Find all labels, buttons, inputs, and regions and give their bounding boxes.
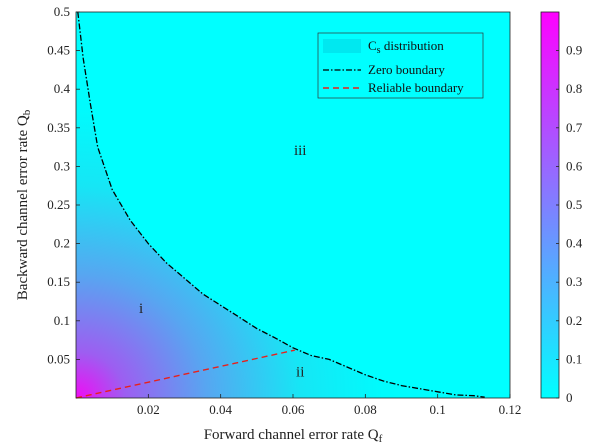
colorbar-tick-label: 0.3 — [566, 274, 582, 289]
x-tick-label: 0.06 — [282, 402, 305, 417]
legend: Cs distribution Zero boundary Reliable b… — [317, 32, 484, 99]
colorbar-tick-label: 0.9 — [566, 43, 582, 58]
y-tick-label: 0.2 — [54, 236, 70, 251]
y-tick-label: 0.25 — [47, 197, 70, 212]
region-label: i — [139, 301, 143, 317]
x-tick-label: 0.08 — [354, 402, 377, 417]
region-label: ii — [296, 364, 304, 380]
y-axis-label: Backward channel error rate Qb — [15, 109, 33, 300]
reliable-boundary-line — [75, 349, 295, 399]
x-tick-label: 0.1 — [430, 402, 446, 417]
y-tick-label: 0.3 — [54, 158, 70, 173]
legend-label-cs: Cs distribution — [368, 38, 444, 56]
colorbar-tick-label: 0.1 — [566, 351, 582, 366]
colorbar-tick-label: 0.8 — [566, 81, 582, 96]
x-tick-label: 0.12 — [499, 402, 522, 417]
x-axis-label: Forward channel error rate Qf — [204, 427, 383, 445]
y-axis: 0.05 0.1 0.15 0.2 0.25 0.3 0.35 0.4 0.45 0.5 — [47, 4, 80, 366]
colorbar-tick-label: 0.4 — [566, 236, 583, 251]
y-tick-label: 0.05 — [47, 351, 70, 366]
colorbar-tick-label: 0.7 — [566, 120, 583, 135]
x-tick-label: 0.02 — [137, 402, 160, 417]
x-axis: 0.02 0.04 0.06 0.08 0.1 0.12 — [137, 394, 521, 417]
legend-label-reliable: Reliable boundary — [368, 80, 464, 95]
colorbar-tick-label: 0.6 — [566, 158, 583, 173]
x-tick-label: 0.04 — [209, 402, 232, 417]
y-tick-label: 0.45 — [47, 43, 70, 58]
legend-patch-cs — [323, 39, 361, 53]
colorbar-tick-label: 0.5 — [566, 197, 582, 212]
y-tick-label: 0.35 — [47, 120, 70, 135]
region-label: iii — [294, 143, 307, 159]
heatmap-region — [76, 12, 485, 398]
y-tick-label: 0.4 — [54, 81, 71, 96]
y-tick-label: 0.1 — [54, 313, 70, 328]
colorbar-tick-label: 0.2 — [566, 313, 582, 328]
colorbar-ticks: 0 0.1 0.2 0.3 0.4 0.5 0.6 0.7 0.8 0.9 — [556, 43, 583, 405]
legend-label-zero: Zero boundary — [368, 62, 445, 77]
colorbar-tick-label: 0 — [566, 390, 573, 405]
y-tick-label: 0.5 — [54, 4, 70, 19]
y-tick-label: 0.15 — [47, 274, 70, 289]
zero-boundary-line — [77, 11, 485, 398]
